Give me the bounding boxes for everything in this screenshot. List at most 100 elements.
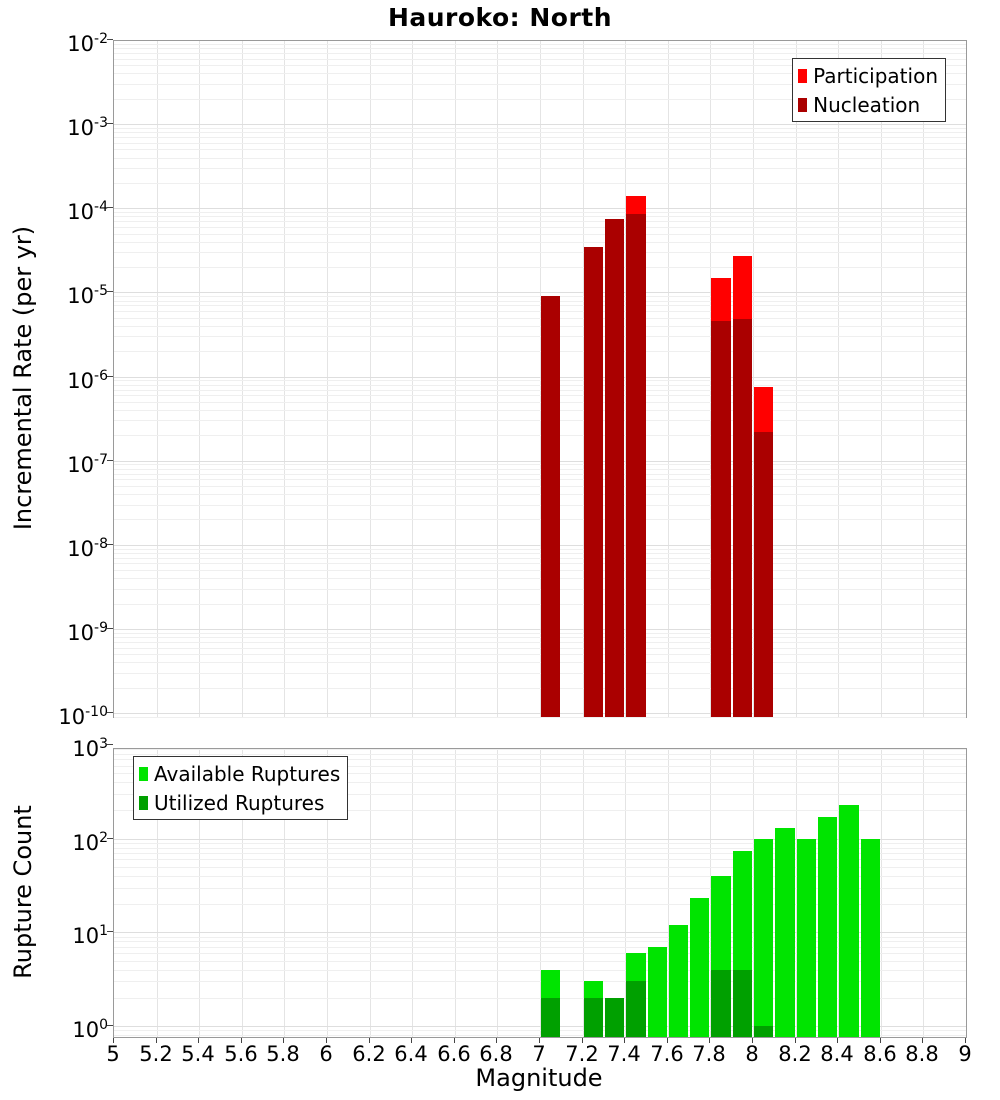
y-tick-label: 10-9 bbox=[67, 620, 108, 645]
minor-gridline bbox=[114, 961, 966, 962]
legend-item: Available Ruptures bbox=[139, 759, 340, 788]
minor-gridline bbox=[114, 65, 966, 66]
vertical-gridline bbox=[625, 749, 626, 1037]
major-gridline bbox=[114, 1026, 966, 1027]
minor-gridline bbox=[114, 53, 966, 54]
vertical-gridline bbox=[370, 41, 371, 717]
minor-gridline bbox=[114, 970, 966, 971]
minor-gridline bbox=[114, 766, 966, 767]
minor-gridline bbox=[114, 604, 966, 605]
vertical-gridline bbox=[412, 749, 413, 1037]
x-tick-label: 5.6 bbox=[224, 1042, 258, 1066]
minor-gridline bbox=[114, 998, 966, 999]
minor-gridline bbox=[114, 843, 966, 844]
minor-gridline bbox=[114, 759, 966, 760]
minor-gridline bbox=[114, 385, 966, 386]
minor-gridline bbox=[114, 888, 966, 889]
minor-gridline bbox=[114, 296, 966, 297]
x-tick-label: 7.8 bbox=[692, 1042, 726, 1066]
y-tick-label: 101 bbox=[72, 923, 108, 948]
minor-gridline bbox=[114, 305, 966, 306]
x-tick-mark bbox=[752, 1038, 753, 1043]
legend-label: Available Ruptures bbox=[154, 761, 341, 786]
x-tick-mark bbox=[837, 1038, 838, 1043]
x-tick-mark bbox=[709, 1038, 710, 1043]
vertical-gridline bbox=[455, 41, 456, 717]
bar-utilized-ruptures bbox=[733, 970, 752, 1037]
y-tick-label: 103 bbox=[72, 736, 108, 761]
x-tick-mark bbox=[922, 1038, 923, 1043]
vertical-gridline bbox=[796, 41, 797, 717]
bar-nucleation bbox=[584, 247, 603, 717]
legend-item: Utilized Ruptures bbox=[139, 788, 340, 817]
x-tick-label: 7.4 bbox=[607, 1042, 641, 1066]
x-tick-mark bbox=[113, 1038, 114, 1043]
y-tick-mark bbox=[107, 376, 113, 377]
vertical-gridline bbox=[881, 749, 882, 1037]
minor-gridline bbox=[114, 252, 966, 253]
minor-gridline bbox=[114, 717, 966, 718]
minor-gridline bbox=[114, 242, 966, 243]
x-tick-label: 8.2 bbox=[778, 1042, 812, 1066]
vertical-gridline bbox=[370, 749, 371, 1037]
minor-gridline bbox=[114, 227, 966, 228]
vertical-gridline bbox=[327, 749, 328, 1037]
major-gridline bbox=[114, 377, 966, 378]
y-tick-mark bbox=[107, 460, 113, 461]
minor-gridline bbox=[114, 158, 966, 159]
minor-gridline bbox=[114, 84, 966, 85]
minor-gridline bbox=[114, 642, 966, 643]
minor-gridline bbox=[114, 479, 966, 480]
major-gridline bbox=[114, 208, 966, 209]
minor-gridline bbox=[114, 947, 966, 948]
minor-gridline bbox=[114, 143, 966, 144]
rate-plot-area: Participation Nucleation bbox=[113, 40, 967, 718]
vertical-gridline bbox=[157, 41, 158, 717]
minor-gridline bbox=[114, 267, 966, 268]
minor-gridline bbox=[114, 318, 966, 319]
minor-gridline bbox=[114, 876, 966, 877]
vertical-gridline bbox=[583, 749, 584, 1037]
x-tick-mark bbox=[369, 1038, 370, 1043]
vertical-gridline bbox=[753, 749, 754, 1037]
x-tick-label: 8.4 bbox=[820, 1042, 854, 1066]
bar-utilized-ruptures bbox=[711, 970, 731, 1037]
minor-gridline bbox=[114, 494, 966, 495]
x-tick-mark bbox=[539, 1038, 540, 1043]
x-tick-mark bbox=[624, 1038, 625, 1043]
minor-gridline bbox=[114, 853, 966, 854]
minor-gridline bbox=[114, 570, 966, 571]
minor-gridline bbox=[114, 311, 966, 312]
x-tick-mark bbox=[326, 1038, 327, 1043]
minor-gridline bbox=[114, 648, 966, 649]
minor-gridline bbox=[114, 519, 966, 520]
bar-available-ruptures bbox=[839, 805, 859, 1037]
legend-marker-participation bbox=[798, 68, 808, 83]
y-tick-label: 10-2 bbox=[67, 31, 108, 56]
minor-gridline bbox=[114, 420, 966, 421]
major-gridline bbox=[114, 292, 966, 293]
y-tick-mark bbox=[107, 39, 113, 40]
x-tick-label: 5.4 bbox=[181, 1042, 215, 1066]
minor-gridline bbox=[114, 183, 966, 184]
vertical-gridline bbox=[668, 41, 669, 717]
y-tick-mark bbox=[107, 544, 113, 545]
bar-nucleation bbox=[626, 214, 646, 717]
major-gridline bbox=[114, 545, 966, 546]
x-tick-label: 7 bbox=[532, 1042, 546, 1066]
y-tick-label: 100 bbox=[72, 1017, 108, 1042]
bar-available-ruptures bbox=[797, 839, 816, 1037]
x-tick-mark bbox=[795, 1038, 796, 1043]
minor-gridline bbox=[114, 654, 966, 655]
bar-available-ruptures bbox=[775, 828, 795, 1037]
x-tick-label: 7.6 bbox=[650, 1042, 684, 1066]
legend-marker-nucleation bbox=[798, 97, 808, 112]
x-tick-label: 9 bbox=[958, 1042, 972, 1066]
vertical-gridline bbox=[583, 41, 584, 717]
minor-gridline bbox=[114, 395, 966, 396]
minor-gridline bbox=[114, 486, 966, 487]
minor-gridline bbox=[114, 633, 966, 634]
minor-gridline bbox=[114, 149, 966, 150]
minor-gridline bbox=[114, 326, 966, 327]
legend-item: Participation bbox=[798, 61, 938, 90]
